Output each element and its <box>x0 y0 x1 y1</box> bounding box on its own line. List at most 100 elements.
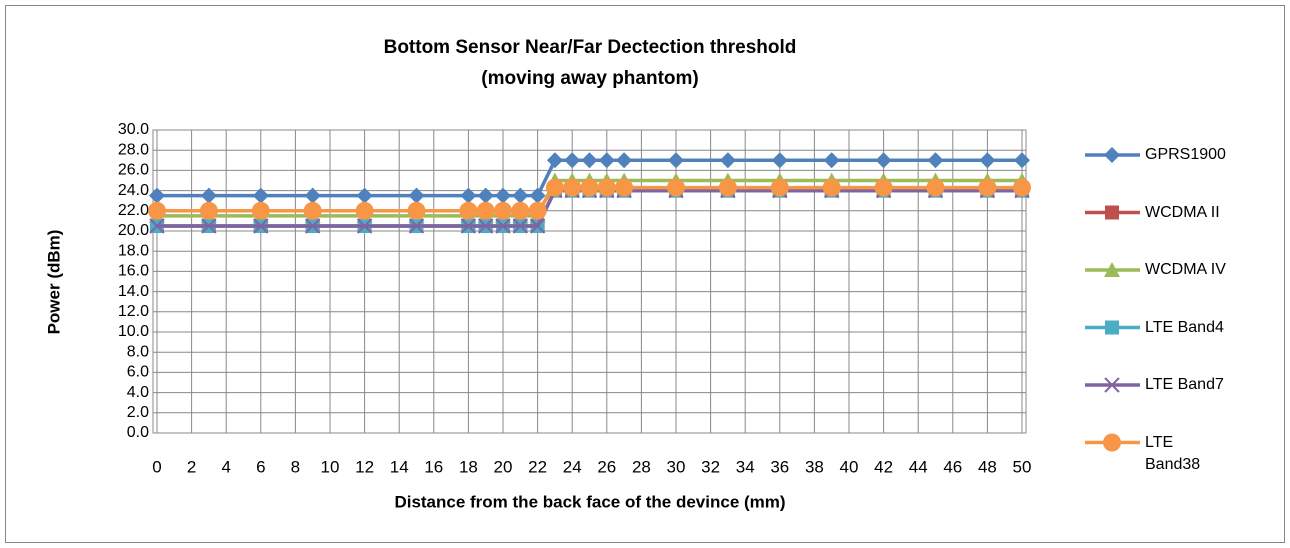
marker <box>149 218 165 234</box>
x-axis-label: Distance from the back face of the devin… <box>394 492 785 511</box>
marker <box>563 178 582 197</box>
marker <box>719 152 736 169</box>
marker <box>355 201 374 220</box>
y-tick-label: 22.0 <box>118 202 149 219</box>
marker <box>528 201 547 220</box>
y-tick-label: 8.0 <box>127 343 149 360</box>
marker <box>718 178 737 197</box>
marker <box>979 152 996 169</box>
x-tick-label: 38 <box>805 457 824 476</box>
legend-label: LTE Band38 <box>1145 433 1201 473</box>
y-tick-label: 12.0 <box>118 303 149 320</box>
marker <box>1105 205 1119 220</box>
marker <box>978 178 997 197</box>
marker <box>927 152 944 169</box>
x-tick-label: 36 <box>770 457 789 476</box>
legend-label: WCDMA IV <box>1145 261 1226 278</box>
x-tick-label: 18 <box>459 457 478 476</box>
x-tick-label: 34 <box>736 457 755 476</box>
marker <box>581 152 598 169</box>
legend-label: GPRS1900 <box>1145 146 1226 163</box>
x-tick-label: 6 <box>256 457 265 476</box>
y-axis-label: Power (dBm) <box>44 230 63 335</box>
x-tick-label: 40 <box>840 457 859 476</box>
marker <box>356 187 373 204</box>
series-line <box>157 158 1022 198</box>
chart-title: Bottom Sensor Near/Far Dectection thresh… <box>384 37 797 58</box>
x-tick-label: 50 <box>1013 457 1032 476</box>
marker <box>823 152 840 169</box>
x-tick-label: 44 <box>909 457 928 476</box>
marker <box>304 187 321 204</box>
y-tick-label: 10.0 <box>118 323 149 340</box>
series-line <box>157 188 1022 228</box>
y-tick-label: 18.0 <box>118 242 149 259</box>
marker <box>511 201 530 220</box>
x-tick-label: 8 <box>291 457 300 476</box>
y-tick-label: 6.0 <box>127 364 149 381</box>
y-tick-label: 14.0 <box>118 283 149 300</box>
x-tick-label: 20 <box>494 457 513 476</box>
x-tick-label: 46 <box>943 457 962 476</box>
marker <box>580 178 599 197</box>
y-tick-label: 20.0 <box>118 222 149 239</box>
marker <box>1105 320 1119 335</box>
x-tick-label: 48 <box>978 457 997 476</box>
marker <box>201 218 217 234</box>
marker <box>1013 178 1031 197</box>
marker <box>304 218 321 234</box>
marker <box>874 178 893 197</box>
marker <box>545 178 564 197</box>
marker <box>253 218 269 234</box>
marker <box>926 178 945 197</box>
marker <box>1104 262 1120 277</box>
x-tick-label: 4 <box>221 457 230 476</box>
x-tick-label: 0 <box>152 457 161 476</box>
marker <box>148 201 166 220</box>
marker <box>495 187 511 204</box>
x-tick-label: 42 <box>874 457 893 476</box>
marker <box>477 187 494 204</box>
x-tick-label: 32 <box>701 457 720 476</box>
y-tick-label: 2.0 <box>127 404 149 421</box>
y-tick-label: 28.0 <box>118 141 149 158</box>
marker <box>1104 377 1120 393</box>
marker <box>477 218 494 234</box>
x-tick-label: 30 <box>667 457 686 476</box>
marker <box>303 201 322 220</box>
marker <box>1104 147 1120 163</box>
marker <box>667 178 685 197</box>
marker <box>598 152 615 169</box>
marker <box>408 187 425 204</box>
marker <box>494 201 512 220</box>
marker <box>149 187 165 204</box>
marker <box>822 178 841 197</box>
marker <box>668 152 684 169</box>
marker <box>460 187 477 204</box>
marker <box>460 218 477 234</box>
y-tick-label: 16.0 <box>118 263 149 280</box>
marker <box>529 187 546 204</box>
x-tick-label: 24 <box>563 457 582 476</box>
marker <box>199 201 218 220</box>
marker <box>251 201 270 220</box>
marker <box>546 152 563 169</box>
marker <box>564 152 581 169</box>
legend-label: LTE Band4 <box>1145 318 1224 336</box>
marker <box>459 201 478 220</box>
legend-label: WCDMA II <box>1145 203 1220 221</box>
y-tick-label: 26.0 <box>118 162 149 179</box>
marker <box>597 178 616 197</box>
marker <box>407 201 426 220</box>
y-tick-label: 30.0 <box>118 121 149 138</box>
x-tick-label: 16 <box>424 457 443 476</box>
marker <box>408 218 425 234</box>
x-tick-label: 10 <box>321 457 340 476</box>
marker <box>356 218 373 234</box>
x-tick-label: 2 <box>187 457 196 476</box>
chart-subtitle: (moving away phantom) <box>481 68 698 89</box>
marker <box>616 152 633 169</box>
marker <box>512 218 529 234</box>
marker <box>771 152 788 169</box>
